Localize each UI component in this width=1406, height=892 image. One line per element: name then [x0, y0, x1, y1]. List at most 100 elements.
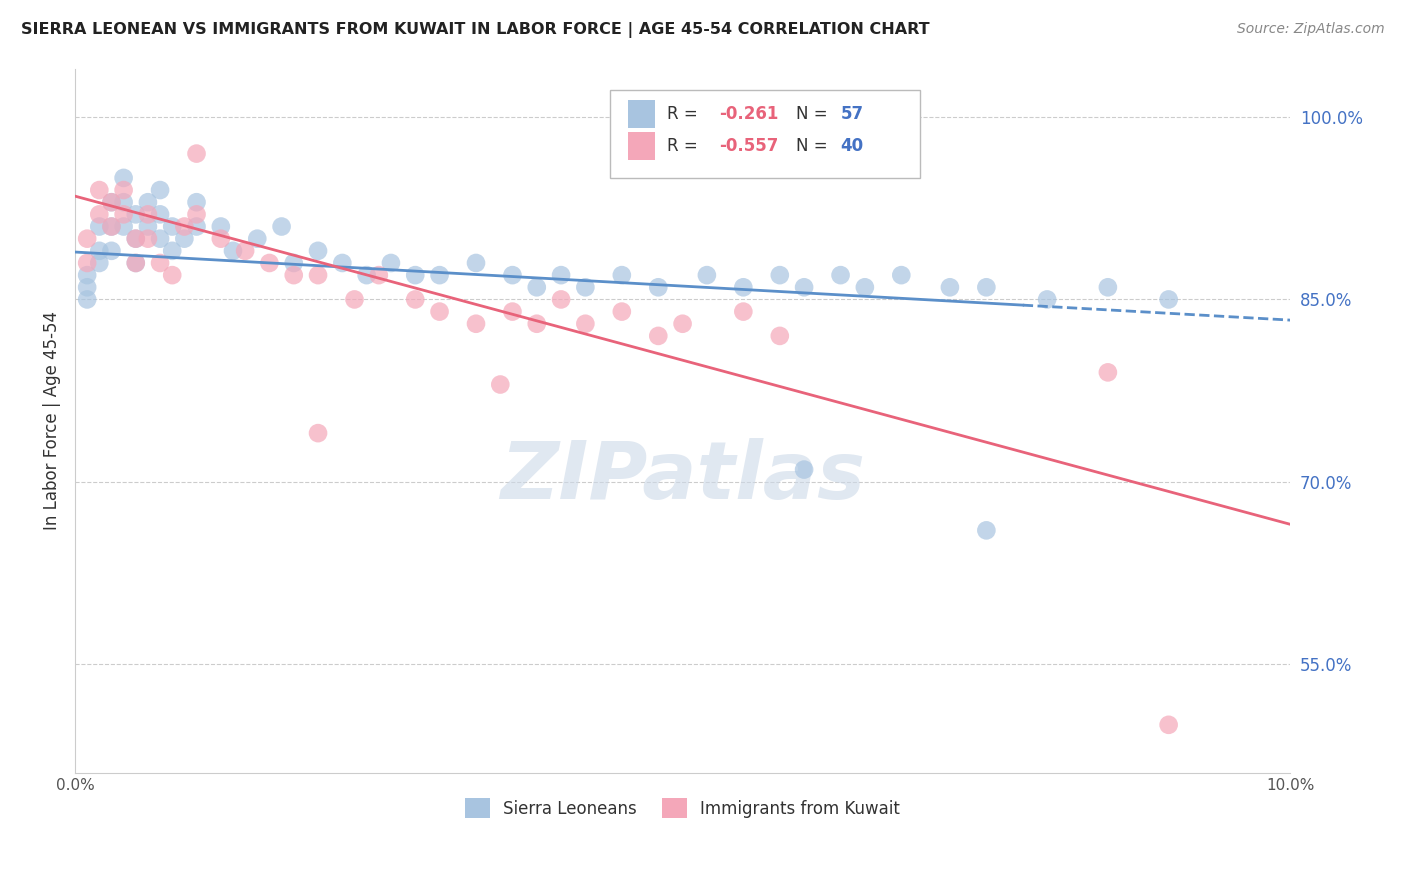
Point — [125, 256, 148, 270]
Point — [1157, 293, 1180, 307]
FancyBboxPatch shape — [628, 132, 655, 161]
Point — [501, 304, 523, 318]
Point — [976, 524, 998, 538]
Text: 40: 40 — [841, 137, 863, 155]
Point — [270, 219, 292, 234]
Point — [830, 268, 852, 282]
Point — [793, 280, 815, 294]
Point — [429, 268, 451, 282]
Point — [89, 183, 111, 197]
Point — [76, 268, 98, 282]
Point — [939, 280, 962, 294]
Text: N =: N = — [796, 105, 832, 123]
Point — [89, 256, 111, 270]
Point — [76, 293, 98, 307]
Point — [526, 317, 548, 331]
Point — [186, 207, 208, 221]
Y-axis label: In Labor Force | Age 45-54: In Labor Force | Age 45-54 — [44, 311, 60, 531]
Point — [209, 219, 232, 234]
Text: SIERRA LEONEAN VS IMMIGRANTS FROM KUWAIT IN LABOR FORCE | AGE 45-54 CORRELATION : SIERRA LEONEAN VS IMMIGRANTS FROM KUWAIT… — [21, 22, 929, 38]
Point — [112, 219, 135, 234]
Point — [574, 317, 596, 331]
Point — [222, 244, 245, 258]
Point — [112, 183, 135, 197]
Point — [136, 207, 159, 221]
Point — [283, 268, 305, 282]
Point — [149, 183, 172, 197]
Point — [733, 280, 755, 294]
Text: R =: R = — [666, 105, 703, 123]
Point — [100, 195, 122, 210]
Point — [136, 195, 159, 210]
FancyBboxPatch shape — [628, 100, 655, 128]
Point — [465, 256, 488, 270]
Point — [112, 207, 135, 221]
Point — [550, 268, 572, 282]
Point — [89, 244, 111, 258]
FancyBboxPatch shape — [610, 90, 920, 178]
Point — [853, 280, 876, 294]
Point — [696, 268, 718, 282]
Point — [100, 244, 122, 258]
Point — [100, 219, 122, 234]
Point — [1097, 280, 1119, 294]
Point — [246, 232, 269, 246]
Point — [733, 304, 755, 318]
Point — [610, 268, 633, 282]
Point — [160, 219, 183, 234]
Point — [429, 304, 451, 318]
Point — [125, 232, 148, 246]
Point — [173, 219, 195, 234]
Point — [769, 329, 792, 343]
Point — [526, 280, 548, 294]
Point — [356, 268, 378, 282]
Point — [1036, 293, 1059, 307]
Point — [769, 268, 792, 282]
Text: -0.261: -0.261 — [718, 105, 779, 123]
Point — [1097, 365, 1119, 379]
Text: R =: R = — [666, 137, 703, 155]
Point — [647, 280, 669, 294]
Point — [89, 219, 111, 234]
Point — [112, 170, 135, 185]
Text: 57: 57 — [841, 105, 863, 123]
Point — [671, 317, 693, 331]
Point — [307, 426, 329, 441]
Point — [112, 195, 135, 210]
Point — [149, 207, 172, 221]
Point — [233, 244, 256, 258]
Point — [76, 256, 98, 270]
Point — [465, 317, 488, 331]
Point — [367, 268, 389, 282]
Point — [89, 207, 111, 221]
Point — [793, 462, 815, 476]
Point — [259, 256, 281, 270]
Point — [574, 280, 596, 294]
Point — [489, 377, 512, 392]
Point — [610, 304, 633, 318]
Point — [186, 195, 208, 210]
Point — [404, 268, 426, 282]
Point — [136, 219, 159, 234]
Text: -0.557: -0.557 — [718, 137, 779, 155]
Point — [160, 268, 183, 282]
Point — [330, 256, 353, 270]
Point — [125, 207, 148, 221]
Point — [149, 256, 172, 270]
Text: ZIPatlas: ZIPatlas — [501, 438, 865, 516]
Point — [100, 219, 122, 234]
Point — [1157, 718, 1180, 732]
Point — [100, 195, 122, 210]
Text: Source: ZipAtlas.com: Source: ZipAtlas.com — [1237, 22, 1385, 37]
Legend: Sierra Leoneans, Immigrants from Kuwait: Sierra Leoneans, Immigrants from Kuwait — [458, 791, 907, 825]
Point — [501, 268, 523, 282]
Point — [136, 232, 159, 246]
Point — [380, 256, 402, 270]
Point — [160, 244, 183, 258]
Point — [307, 268, 329, 282]
Point — [647, 329, 669, 343]
Point — [550, 293, 572, 307]
Point — [890, 268, 912, 282]
Point — [186, 146, 208, 161]
Point — [125, 256, 148, 270]
